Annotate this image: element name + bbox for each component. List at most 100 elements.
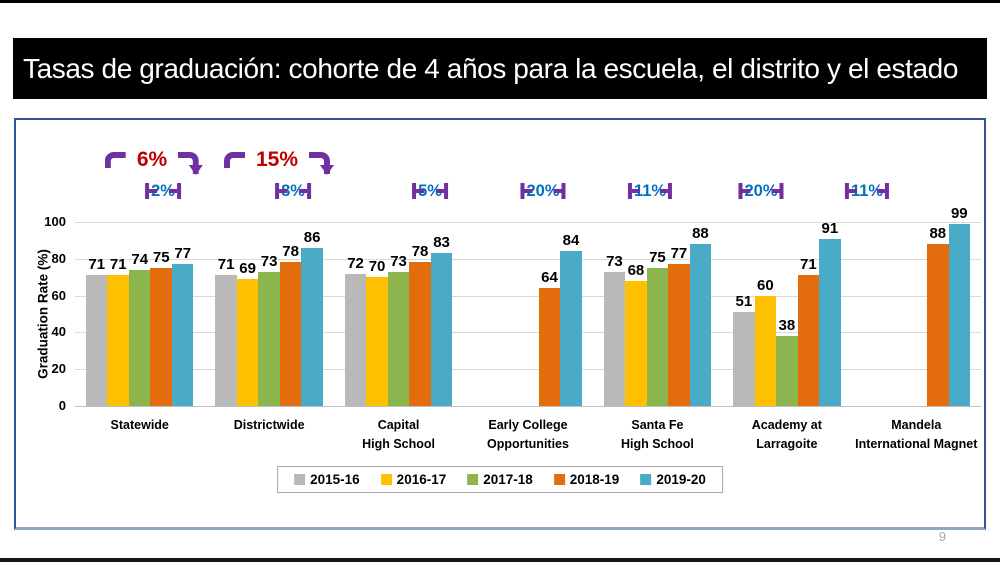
category-label: Early College Opportunities	[487, 418, 569, 451]
bar-2018-19	[150, 268, 172, 406]
y-tick-label: 80	[51, 250, 66, 266]
bar-value-label: 71	[109, 256, 127, 274]
top-divider-bar	[0, 0, 1000, 3]
range-cap-right-icon	[298, 183, 311, 199]
bar-2017-18	[646, 268, 669, 406]
bar-2016-17	[236, 279, 259, 406]
category-label: Academy at Larragoite	[751, 418, 822, 451]
bar-2016-17	[754, 295, 777, 406]
recent-change-label: 20%	[526, 182, 560, 200]
recent-change-label: 11%	[633, 182, 667, 200]
bar-2016-17	[366, 277, 388, 406]
recent-change-annotation: 8%	[275, 182, 311, 200]
bar-value-label: 72	[347, 254, 364, 272]
bar-value-label: 88	[692, 225, 709, 243]
legend-item: 2019-20	[640, 472, 706, 487]
bar-value-label: 71	[217, 256, 235, 274]
recent-change-annotation: 11%	[844, 182, 890, 200]
bar-2018-19	[538, 288, 561, 406]
y-tick-label: 60	[51, 287, 66, 303]
legend-label: 2015-16	[310, 472, 360, 487]
bar-2017-18	[128, 269, 151, 406]
category-label: Mandela International Magnet	[855, 418, 978, 451]
range-cap-left-icon	[520, 183, 533, 199]
legend-label: 2016-17	[396, 472, 447, 487]
gridline	[75, 295, 981, 297]
recent-change-annotation: 20%	[520, 182, 566, 200]
bar-2019-20	[430, 253, 453, 406]
bar-2019-20	[689, 244, 712, 406]
legend-item: 2015-16	[294, 472, 360, 487]
bar-value-label: 38	[778, 317, 796, 335]
overall-change-label: 15%	[255, 148, 299, 171]
bar-2018-19	[409, 262, 431, 406]
bar-2019-20	[819, 238, 841, 406]
bar-value-label: 99	[950, 204, 968, 222]
legend-label: 2017-18	[483, 472, 533, 487]
bottom-divider-bar	[0, 558, 1000, 562]
bracket-open-icon	[104, 152, 126, 168]
bar-2018-19	[797, 275, 820, 406]
category-label: Santa Fe High School	[620, 418, 694, 451]
bar-2015-16	[215, 275, 237, 406]
range-cap-left-icon	[412, 183, 425, 199]
bar-value-label: 75	[152, 249, 170, 266]
bar-2018-19	[927, 244, 949, 406]
bar-value-label: 77	[670, 245, 688, 263]
bar-value-label: 73	[390, 252, 407, 270]
bar-2019-20	[560, 251, 582, 406]
page-title: Tasas de graduación: cohorte de 4 años p…	[23, 52, 959, 84]
bar-value-label: 86	[303, 228, 321, 246]
range-cap-left-icon	[738, 183, 751, 199]
legend-swatch-icon	[640, 474, 652, 485]
bar-value-label: 78	[282, 243, 299, 261]
bar-value-label: 51	[735, 293, 753, 311]
bar-value-label: 73	[606, 252, 623, 270]
range-cap-right-icon	[168, 183, 181, 199]
bar-value-label: 73	[260, 252, 278, 270]
category-label: Capital High School	[362, 418, 436, 451]
range-cap-right-icon	[771, 183, 784, 199]
legend-swatch-icon	[553, 474, 565, 485]
bar-value-label: 70	[368, 258, 386, 276]
bar-value-label: 88	[929, 225, 947, 243]
bar-value-label: 75	[649, 249, 666, 266]
bar-2015-16	[85, 275, 108, 406]
recent-change-annotation: 20%	[738, 182, 784, 200]
bar-value-label: 78	[411, 243, 429, 261]
category-label: Districtwide	[233, 418, 305, 432]
gridline	[75, 406, 981, 407]
bar-value-label: 77	[174, 245, 192, 263]
bar-value-label: 71	[88, 256, 106, 274]
range-cap-right-icon	[435, 183, 448, 199]
range-cap-right-icon	[660, 183, 673, 199]
gridline	[75, 222, 981, 223]
chart-legend: 2015-16 2016-17 2017-18 2018-19 2019-20	[277, 466, 723, 493]
y-tick-label: 0	[58, 398, 66, 413]
range-cap-left-icon	[627, 183, 640, 199]
y-tick-label: 20	[51, 361, 66, 377]
bar-value-label: 68	[627, 261, 645, 279]
legend-swatch-icon	[467, 474, 479, 485]
recent-change-label: 5%	[418, 182, 442, 200]
y-axis: 0 20 40 60 80 100	[16, 214, 66, 413]
plot-area: 71 71 74 75 77 71 69 73 78 86 72 70 73 78 83 64 84 73 68 75…	[75, 205, 981, 407]
bar-2015-16	[733, 312, 755, 406]
bracket-open-icon	[223, 152, 245, 168]
overall-change-label: 6%	[136, 148, 168, 171]
legend-item: 2018-19	[553, 472, 620, 487]
bar-value-label: 60	[757, 276, 774, 294]
slide-title-bar: Tasas de graduación: cohorte de 4 años p…	[13, 38, 987, 99]
range-cap-right-icon	[877, 183, 890, 199]
legend-label: 2019-20	[656, 472, 706, 487]
chart-panel: Graduation Rate (%) 0 20 40 60 80 100 71 71 74 7…	[14, 118, 986, 530]
bar-value-label: 74	[131, 250, 149, 268]
overall-change-annotation: 15%	[223, 148, 335, 175]
bar-value-label: 64	[541, 269, 558, 287]
legend-swatch-icon	[380, 474, 392, 485]
range-cap-left-icon	[844, 183, 857, 199]
bar-2015-16	[603, 271, 626, 406]
legend-label: 2018-19	[569, 472, 620, 487]
curved-arrow-down-icon	[309, 152, 335, 175]
bar-2016-17	[107, 275, 129, 406]
